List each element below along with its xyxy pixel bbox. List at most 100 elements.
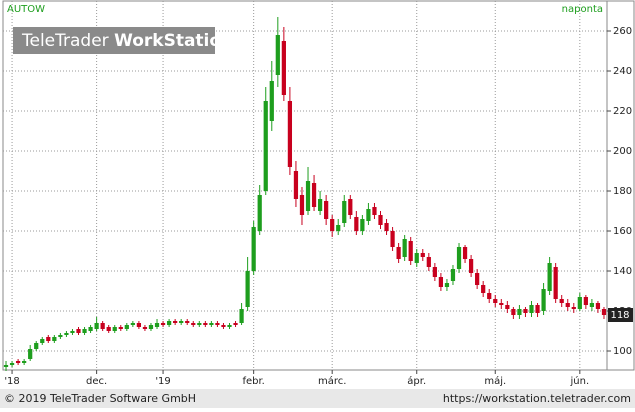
candle-body: [408, 241, 413, 261]
candle-body: [245, 271, 250, 307]
candle-body: [154, 323, 160, 327]
candle-body: [118, 327, 123, 329]
last-price-label: 118: [610, 310, 629, 321]
candle-body: [342, 201, 347, 223]
candle-body: [46, 337, 51, 341]
y-tick-label: 200: [613, 146, 632, 157]
candle-body: [40, 339, 45, 343]
candle-body: [136, 323, 142, 327]
footer-link[interactable]: https://workstation.teletrader.com: [443, 392, 631, 405]
candle-body: [414, 253, 419, 263]
symbol: AUTOW: [7, 4, 45, 15]
watermark-box: [13, 27, 215, 54]
candle-body: [287, 101, 293, 167]
candle-body: [160, 323, 166, 325]
candle-body: [330, 219, 335, 231]
watermark-bold: WorkStation: [114, 31, 233, 51]
y-tick-label: 100: [613, 346, 632, 357]
candle-body: [378, 215, 383, 225]
candle-body: [553, 267, 558, 299]
candle-body: [293, 171, 299, 199]
candle-body: [336, 225, 341, 231]
x-tick-label: febr.: [242, 376, 264, 387]
candle-body: [106, 327, 111, 331]
x-tick-label: máj.: [484, 375, 506, 387]
candle-body: [142, 327, 148, 329]
watermark-light: TeleTrader: [21, 31, 109, 51]
plot-frame: [2, 0, 608, 371]
candle-body: [3, 365, 9, 367]
candle-body: [390, 231, 395, 247]
candle-body: [468, 259, 474, 273]
candle-body: [426, 257, 431, 267]
candle-body: [396, 247, 401, 259]
candle-body: [191, 323, 196, 325]
candle-body: [257, 195, 262, 231]
candle-body: [601, 309, 607, 315]
candle-body: [22, 361, 27, 363]
footer-bar: [0, 389, 635, 408]
candle-body: [269, 81, 274, 121]
x-tick-label: '18: [4, 376, 19, 387]
candle-body: [456, 247, 462, 269]
candle-body: [112, 327, 117, 331]
candle-body: [559, 299, 564, 303]
candle-body: [9, 363, 15, 365]
candle-body: [438, 277, 444, 287]
candle-body: [505, 305, 510, 309]
candle-body: [251, 227, 256, 271]
candle-body: [100, 323, 105, 329]
candle-body: [541, 289, 546, 311]
candle-body: [444, 283, 450, 287]
candle-body: [475, 273, 480, 285]
candle-body: [529, 305, 534, 313]
candle-body: [15, 361, 21, 363]
candle-body: [523, 309, 528, 313]
candle-body: [166, 321, 172, 325]
x-tick-label: dec.: [86, 376, 107, 387]
x-tick-label: ápr.: [407, 375, 426, 387]
candle-body: [372, 207, 377, 215]
candle-body: [148, 325, 154, 329]
candle-body: [263, 101, 268, 191]
candle-body: [299, 195, 305, 215]
y-tick-label: 180: [613, 186, 632, 197]
interval: naponta: [562, 4, 603, 15]
candle-body: [366, 209, 371, 221]
candle-body: [354, 217, 359, 231]
candle-body: [215, 323, 220, 325]
candle-body: [130, 323, 135, 325]
watermark: TeleTrader WorkStation: [21, 31, 233, 51]
candle-body: [317, 199, 323, 211]
candle-body: [384, 223, 389, 231]
candle-body: [589, 303, 595, 307]
candle-body: [70, 331, 75, 333]
candle-body: [311, 183, 317, 207]
candle-body: [185, 321, 190, 323]
candle-body: [203, 323, 208, 325]
candle-body: [535, 305, 540, 313]
candle-body: [28, 349, 33, 359]
y-tick-label: 140: [613, 266, 632, 277]
x-tick-label: '19: [155, 376, 170, 387]
candle-body: [82, 329, 87, 333]
candle-body: [450, 269, 456, 281]
candle-body: [239, 309, 244, 323]
candle-body: [281, 41, 286, 95]
candle-body: [76, 329, 81, 333]
candle-body: [197, 323, 202, 325]
candle-body: [487, 293, 492, 299]
candle-body: [227, 325, 232, 327]
y-tick-label: 240: [613, 66, 632, 77]
candle-body: [402, 239, 407, 257]
candle-body: [94, 323, 99, 329]
candle-body: [348, 199, 353, 215]
candle-body: [52, 337, 57, 341]
candle-body: [571, 307, 576, 309]
candle-body: [360, 219, 365, 231]
y-tick-label: 260: [613, 26, 632, 37]
x-tick-label: márc.: [318, 375, 346, 387]
candle-body: [221, 325, 226, 327]
candle-body: [275, 35, 280, 75]
